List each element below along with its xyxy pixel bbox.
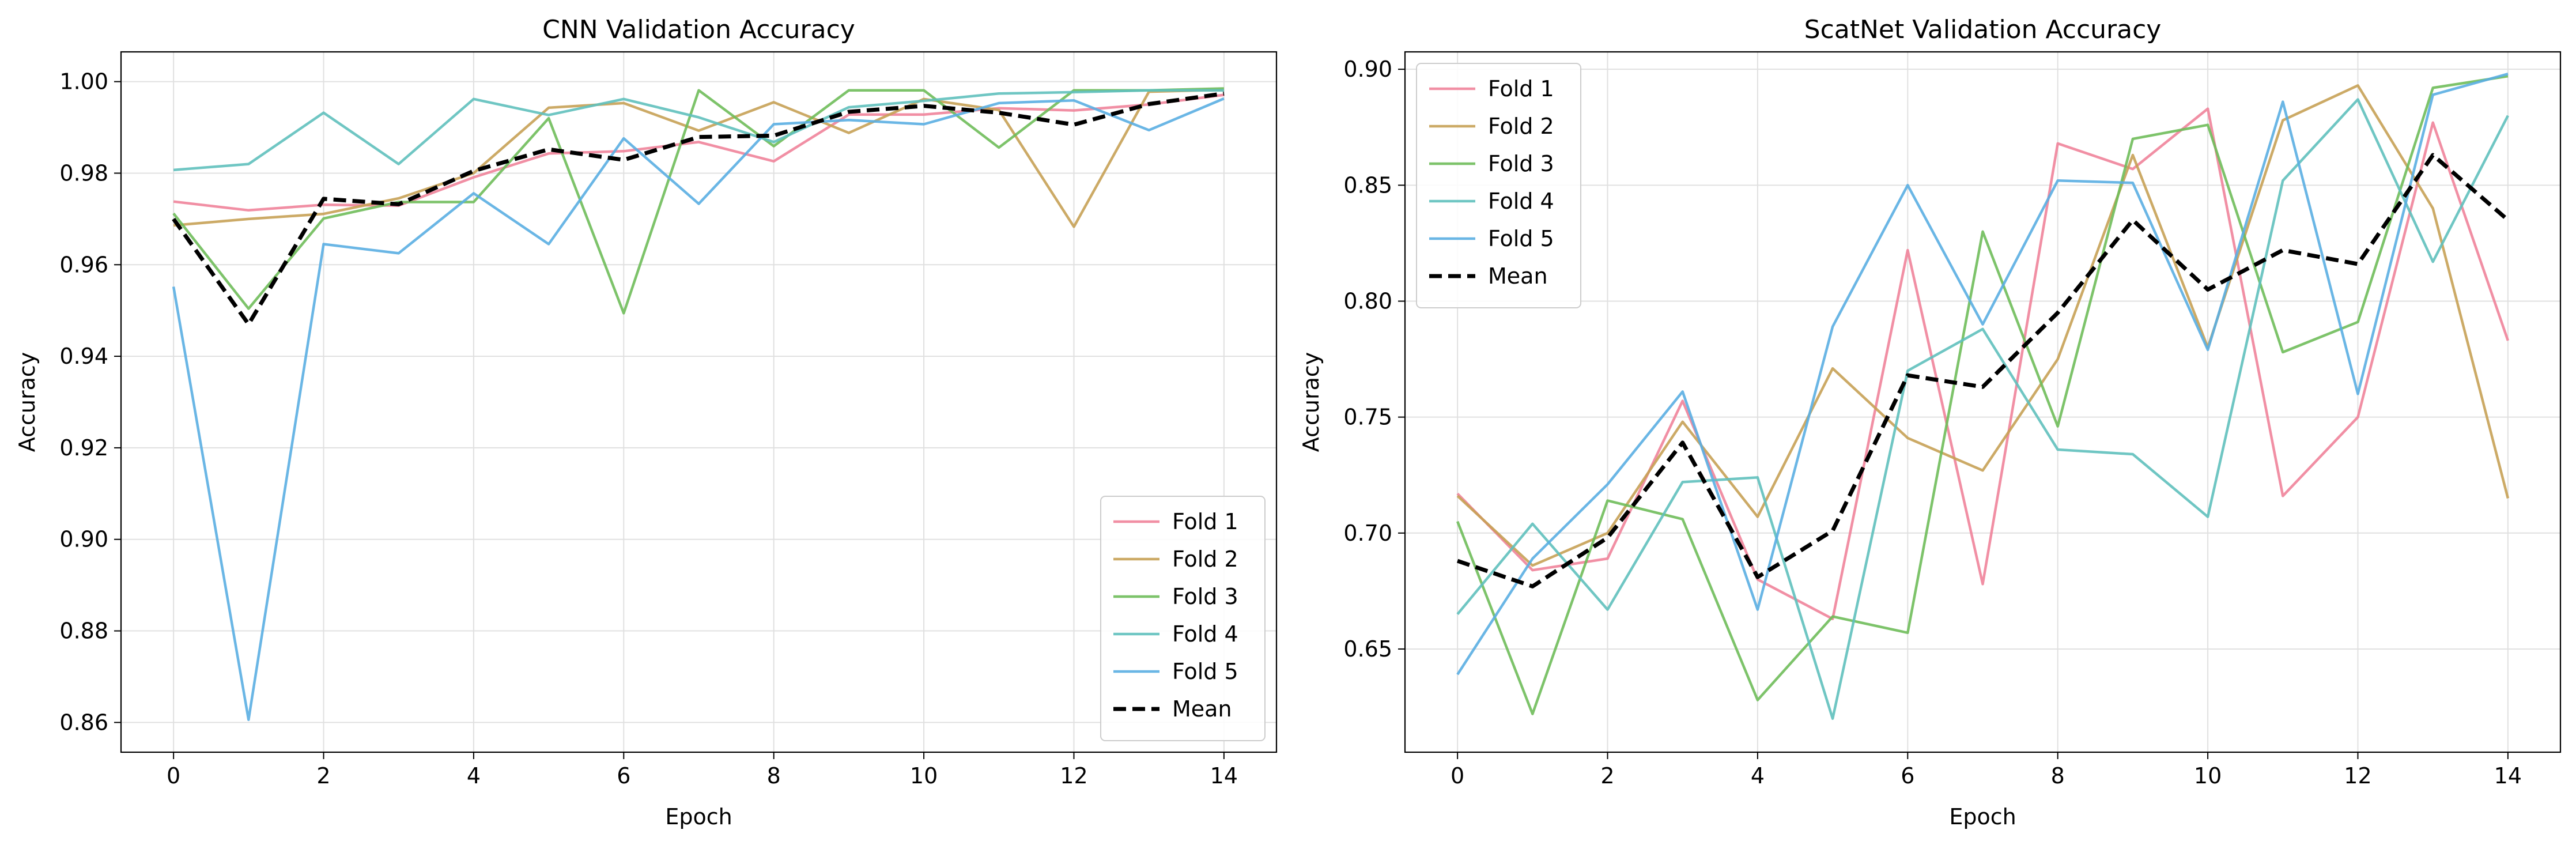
scatnet-plot-frame [1404,51,2562,753]
legend-box [1416,63,1581,308]
y-tick-label: 0.90 [59,527,108,552]
series-line-fold-4 [1456,98,2509,720]
y-tick-label: 0.88 [59,618,108,644]
series-line-fold-5 [1456,73,2509,676]
cnn-x-axis-label: Epoch [665,804,732,829]
y-tick-label: 0.90 [1343,56,1392,82]
x-tick-label: 6 [617,763,630,789]
y-tick-label: 0.65 [1343,636,1392,662]
cnn-plot-frame [120,51,1278,753]
x-tick-label: 6 [1901,763,1914,789]
x-tick-label: 4 [1751,763,1765,789]
cnn-ticks: 0 2 4 6 8 10 12 14 0.86 0.88 0.90 0.92 0.94 0.96 0.98 1… [59,69,1238,789]
y-tick-label: 0.70 [1343,520,1392,546]
x-tick-label: 12 [1060,763,1087,789]
scatnet-x-axis-label: Epoch [1949,804,2016,829]
legend-label-fold-4: Fold 4 [1172,621,1238,647]
x-tick-label: 4 [467,763,481,789]
y-tick-label: 0.85 [1343,172,1392,198]
series-line-fold-3 [1456,74,2509,715]
y-tick-label: 0.92 [59,435,108,461]
y-tick-label: 0.75 [1343,405,1392,430]
legend-label-mean: Mean [1172,696,1232,722]
cnn-chart-title: CNN Validation Accuracy [542,15,855,44]
scatnet-legend: Fold 1 Fold 2 Fold 3 Fold 4 Fold 5 Mean [1416,63,1581,308]
series-line-fold-3 [172,87,1224,315]
y-tick-label: 0.86 [59,710,108,735]
x-tick-label: 2 [1600,763,1614,789]
legend-label-fold-5: Fold 5 [1172,659,1238,684]
scatnet-y-axis-label: Accuracy [1298,352,1324,452]
cnn-accuracy-chart: 0 2 4 6 8 10 12 14 0.86 0.88 0.90 0.92 0.94 0.96 0.98 1… [14,15,1278,829]
series-line-fold-5 [172,97,1225,721]
legend-label-fold-5: Fold 5 [1488,226,1554,251]
legend-label-fold-3: Fold 3 [1172,584,1238,609]
scatnet-chart-title: ScatNet Validation Accuracy [1804,15,2162,44]
series-line-fold-2 [173,88,1224,228]
x-tick-label: 10 [2194,763,2222,789]
legend-label-fold-3: Fold 3 [1488,151,1554,176]
x-tick-label: 8 [2051,763,2065,789]
y-tick-label: 0.94 [59,344,108,369]
cnn-y-axis-label: Accuracy [14,352,40,452]
scatnet-accuracy-chart: 0 2 4 6 8 10 12 14 0.65 0.70 0.75 0.80 0.85 0.90 Scat… [1298,15,2562,829]
cnn-legend: Fold 1 Fold 2 Fold 3 Fold 4 Fold 5 Mean [1100,496,1266,741]
series-line-fold-2 [1456,84,2510,567]
y-tick-label: 0.98 [59,160,108,186]
x-tick-label: 14 [1210,763,1238,789]
y-tick-label: 0.80 [1343,288,1392,314]
legend-box [1100,496,1266,741]
legend-label-fold-2: Fold 2 [1172,546,1238,572]
series-line-mean [1456,153,2510,589]
x-tick-label: 12 [2344,763,2371,789]
legend-label-fold-1: Fold 1 [1172,509,1238,534]
x-tick-label: 10 [910,763,938,789]
x-tick-label: 14 [2494,763,2522,789]
series-line-fold-4 [173,89,1224,172]
x-tick-label: 0 [1451,763,1464,789]
y-tick-label: 1.00 [59,69,108,95]
cnn-grid [121,52,1276,752]
scatnet-series [1456,73,2510,720]
legend-label-mean: Mean [1488,263,1548,289]
scatnet-ticks: 0 2 4 6 8 10 12 14 0.65 0.70 0.75 0.80 0.85 0.90 [1343,56,2522,789]
cnn-series [172,87,1225,721]
legend-label-fold-4: Fold 4 [1488,188,1554,214]
series-line-mean [172,91,1225,326]
x-tick-label: 8 [767,763,781,789]
x-tick-label: 0 [167,763,180,789]
legend-label-fold-1: Fold 1 [1488,76,1554,101]
scatnet-grid [1405,52,2560,752]
x-tick-label: 2 [316,763,330,789]
y-tick-label: 0.96 [59,252,108,277]
legend-label-fold-2: Fold 2 [1488,114,1554,139]
